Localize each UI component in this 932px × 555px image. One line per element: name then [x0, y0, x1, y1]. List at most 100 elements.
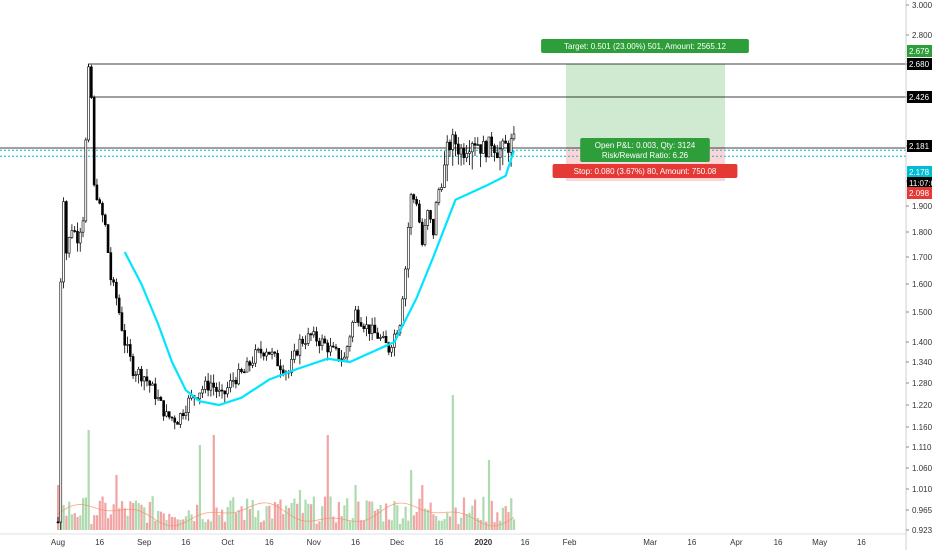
candle-body: [376, 332, 380, 339]
candle-body: [73, 230, 76, 232]
candle-body: [337, 348, 341, 360]
candle-body: [476, 144, 480, 146]
candle-body: [431, 218, 435, 236]
candle-body: [181, 413, 185, 416]
volume-bar: [382, 521, 385, 530]
candle-body: [312, 331, 316, 336]
y-tick-label: 0.923: [912, 526, 932, 535]
candle-body: [220, 389, 224, 392]
x-axis[interactable]: Aug 16 Sep 16 Oct 16 Nov 16 Dec 16 2020 16 Feb Mar 16 A…: [0, 533, 906, 547]
candle-body: [128, 344, 132, 357]
volume-bar: [65, 515, 68, 530]
candle-body: [256, 348, 260, 351]
volume-bar: [309, 504, 313, 530]
volume-bar: [335, 522, 338, 530]
candle-body: [404, 268, 407, 300]
candle-body: [298, 338, 302, 356]
candle-body: [265, 351, 268, 357]
volume-bar: [348, 521, 352, 530]
candle-body: [495, 152, 499, 158]
volume-bar: [73, 513, 76, 530]
candle-body: [373, 324, 377, 334]
volume-bar: [276, 504, 279, 530]
candle-body: [501, 140, 505, 150]
volume-average-path: [57, 502, 515, 527]
volume-bar: [209, 521, 213, 530]
volume-bar: [371, 501, 374, 530]
candle-body: [248, 361, 252, 366]
volume-bar: [62, 505, 65, 530]
candle-body: [156, 397, 160, 400]
candle-body: [406, 227, 410, 270]
price-label-resistance-high-bg: [907, 58, 932, 70]
y-tick-label: 1.600: [912, 280, 932, 289]
candle-body: [509, 138, 513, 153]
candle-body: [242, 371, 246, 374]
volume-bar: [159, 511, 163, 530]
candle-body: [343, 356, 346, 360]
stop-label-bg: [552, 164, 738, 178]
volume-bar: [284, 505, 288, 530]
open-pl-label-bg: [580, 138, 710, 162]
volume-bar: [182, 519, 185, 530]
volume-bar: [432, 514, 435, 530]
candle-body: [184, 412, 188, 416]
candle-body: [209, 382, 213, 391]
volume-bar: [254, 517, 257, 530]
candle-body: [159, 397, 163, 401]
volume-bar: [262, 520, 265, 530]
target-label-bg: [541, 39, 749, 53]
volume-bar: [343, 505, 346, 530]
volume-bar: [259, 522, 263, 530]
volume-bar: [437, 520, 441, 530]
x-tick-label: 16: [687, 538, 696, 547]
volume-bar: [226, 507, 229, 530]
x-tick-label: Nov: [307, 538, 321, 547]
volume-bar: [332, 516, 335, 530]
candle-body: [262, 352, 266, 357]
x-tick-label: 16: [521, 538, 530, 547]
y-axis[interactable]: 3.000 2.800 2.680 2.426 2.181 2.098 1.900 1.800…: [905, 0, 932, 550]
price-label-countdown: 11:07:0: [907, 177, 932, 189]
y-tick-label: 3.000: [912, 1, 932, 10]
candle-body: [426, 210, 430, 226]
candle-body: [379, 337, 382, 339]
candle-body: [240, 369, 243, 373]
volume-bar: [321, 506, 324, 530]
y-tick-label: 1.110: [912, 443, 932, 452]
candle-body: [115, 281, 118, 299]
price-label-resistance-high: 2.680: [907, 58, 932, 70]
candle-body: [92, 97, 96, 186]
x-tick-label: Oct: [221, 538, 234, 547]
volume-bar: [423, 508, 427, 530]
candle-body: [234, 379, 238, 385]
candle-body: [270, 351, 274, 355]
volume-bar: [70, 514, 74, 530]
candle-body: [362, 325, 366, 329]
moving-average-path: [123, 150, 515, 407]
volume-bar: [318, 521, 321, 530]
volume-bar: [354, 485, 357, 530]
volume-bar: [248, 509, 252, 530]
volume-bar: [168, 513, 171, 530]
candle-body: [90, 66, 93, 98]
y-tick-label: 1.500: [912, 308, 932, 317]
candle-body: [318, 340, 321, 346]
volume-bar: [212, 435, 215, 530]
price-label-resistance-high-text: 2.680: [909, 60, 930, 69]
volume-bar: [151, 496, 154, 530]
volume-bar: [476, 517, 479, 530]
candle-body: [482, 141, 485, 154]
volume-bar: [157, 510, 160, 530]
candle-body: [512, 133, 516, 140]
candle-body: [315, 331, 318, 342]
volume-bar: [282, 514, 285, 530]
volume-bar: [68, 501, 71, 530]
volume-bar: [504, 506, 507, 530]
volume-bar: [440, 520, 443, 530]
price-label-entry: 2.178: [907, 166, 932, 178]
candle-body: [140, 368, 143, 382]
candle-body: [134, 374, 138, 376]
